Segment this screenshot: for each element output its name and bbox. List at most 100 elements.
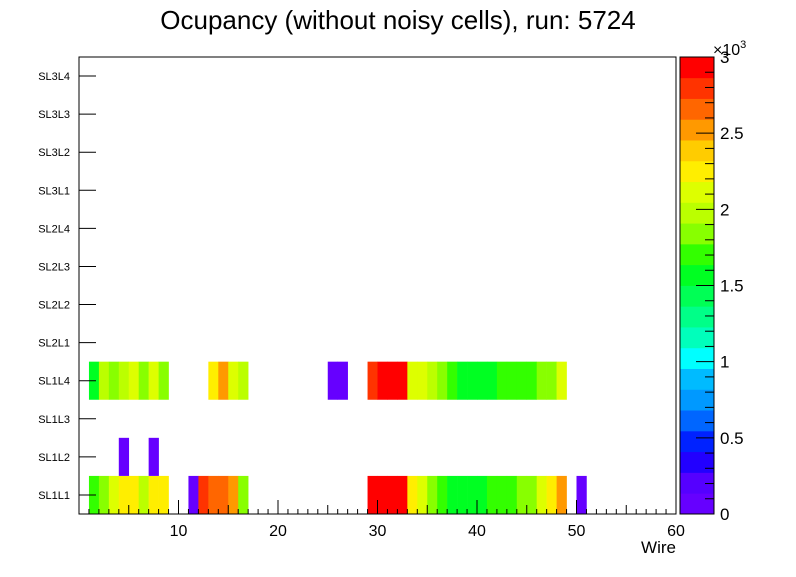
colorbar-tick-label: 1 bbox=[720, 353, 729, 372]
colorbar-segment bbox=[680, 202, 714, 224]
heatmap-cells bbox=[88, 361, 587, 514]
y-tick-label: SL2L4 bbox=[38, 223, 70, 235]
heatmap-cell bbox=[138, 361, 149, 400]
x-axis: 10 20 30 40 50 60 bbox=[78, 500, 685, 540]
colorbar-segment bbox=[680, 285, 714, 307]
colorbar-segment bbox=[680, 140, 714, 162]
heatmap-cell bbox=[238, 361, 249, 400]
colorbar-tick-label: 2.5 bbox=[720, 124, 744, 143]
heatmap-cell bbox=[118, 475, 130, 514]
plot-frame bbox=[78, 56, 677, 515]
heatmap-cell bbox=[148, 361, 159, 400]
heatmap-cell bbox=[377, 475, 388, 514]
colorbar-tick-label: 1.5 bbox=[720, 277, 744, 296]
x-tick-label: 20 bbox=[269, 523, 287, 540]
heatmap-cell bbox=[228, 475, 239, 514]
colorbar-segment bbox=[680, 119, 714, 141]
heatmap-cell bbox=[337, 361, 348, 400]
heatmap-cell bbox=[506, 475, 518, 514]
colorbar-segment bbox=[680, 57, 714, 79]
x-tick-label: 40 bbox=[468, 523, 486, 540]
y-tick-label: SL1L2 bbox=[38, 452, 70, 464]
heatmap-cell bbox=[477, 361, 488, 400]
colorbar-segment bbox=[680, 264, 714, 286]
heatmap-cell bbox=[198, 475, 209, 514]
y-tick-label: SL3L4 bbox=[38, 71, 70, 83]
y-tick-label: SL1L4 bbox=[38, 376, 70, 388]
heatmap-cell bbox=[496, 361, 508, 400]
heatmap-cell bbox=[496, 475, 508, 514]
colorbar-segment bbox=[680, 243, 714, 266]
heatmap-cell bbox=[118, 361, 130, 400]
colorbar-segment bbox=[680, 410, 714, 432]
heatmap-cell bbox=[218, 361, 229, 400]
heatmap-cell bbox=[467, 361, 478, 400]
heatmap-cell bbox=[108, 475, 120, 514]
heatmap-cell bbox=[486, 361, 498, 400]
colorbar-segment bbox=[680, 451, 714, 473]
y-tick-label: SL2L2 bbox=[38, 300, 70, 312]
heatmap-cell bbox=[208, 361, 219, 400]
heatmap-cell bbox=[506, 361, 518, 400]
heatmap-cell bbox=[218, 475, 229, 514]
heatmap-cell bbox=[108, 361, 120, 400]
colorbar-segment bbox=[680, 347, 714, 369]
heatmap-cell bbox=[228, 361, 239, 400]
heatmap-cell bbox=[397, 361, 408, 400]
y-tick-label: SL2L3 bbox=[38, 261, 70, 273]
heatmap-cell bbox=[387, 361, 398, 400]
colorbar-segment bbox=[680, 306, 714, 328]
heatmap-cell bbox=[486, 475, 498, 514]
x-tick-label: 30 bbox=[369, 523, 387, 540]
heatmap-cell bbox=[457, 475, 468, 514]
heatmap-cell bbox=[526, 361, 537, 400]
colorbar-exponent-label: ×103 bbox=[713, 39, 746, 59]
y-tick-label: SL3L2 bbox=[38, 147, 70, 159]
heatmap-cell bbox=[128, 475, 139, 514]
heatmap-cell bbox=[387, 475, 398, 514]
heatmap-cell bbox=[188, 475, 199, 514]
heatmap-cell bbox=[546, 475, 557, 514]
colorbar-segment bbox=[680, 472, 714, 494]
colorbar-exponent-base: ×10 bbox=[713, 42, 740, 59]
heatmap-cell bbox=[447, 361, 458, 400]
x-tick-label: 10 bbox=[170, 523, 188, 540]
colorbar-segment bbox=[680, 493, 714, 515]
colorbar-segment bbox=[680, 181, 714, 203]
heatmap-cell bbox=[367, 361, 378, 400]
plot-border bbox=[78, 56, 677, 515]
heatmap-cell bbox=[98, 475, 110, 514]
colorbar-segment bbox=[680, 77, 714, 99]
colorbar-tick-label: 0 bbox=[720, 505, 729, 524]
colorbar-segment bbox=[680, 368, 714, 390]
colorbar-segment bbox=[680, 98, 714, 120]
heatmap-cell bbox=[556, 361, 567, 400]
y-axis: SL1L1 SL1L2 SL1L3 SL1L4 SL2L1 SL2L2 SL2L3 SL2L4… bbox=[38, 71, 96, 502]
heatmap-cell bbox=[457, 361, 468, 400]
heatmap-cell bbox=[417, 361, 428, 400]
heatmap-cell bbox=[427, 361, 438, 400]
colorbar-tick-label: 3 bbox=[720, 48, 729, 67]
y-tick-label: SL2L1 bbox=[38, 338, 70, 350]
heatmap-cell bbox=[377, 361, 388, 400]
chart-title: Ocupancy (without noisy cells), run: 572… bbox=[160, 5, 635, 35]
heatmap-cell bbox=[576, 475, 587, 514]
colorbar-segment bbox=[680, 389, 714, 411]
heatmap-cell bbox=[238, 475, 249, 514]
heatmap-cell bbox=[526, 475, 537, 514]
heatmap-cell bbox=[467, 475, 478, 514]
y-tick-label: SL1L1 bbox=[38, 490, 70, 502]
colorbar-segment bbox=[680, 223, 714, 245]
y-tick-label: SL3L1 bbox=[38, 185, 70, 197]
colorbar-exponent-power: 3 bbox=[740, 39, 746, 51]
colorbar-tick-label: 2 bbox=[720, 200, 729, 219]
heatmap-cell bbox=[477, 475, 488, 514]
heatmap-cell bbox=[158, 475, 169, 514]
heatmap-cell bbox=[128, 361, 139, 400]
heatmap-cell bbox=[417, 475, 428, 514]
heatmap-cell bbox=[397, 475, 408, 514]
color-scale-bar: 0 0.5 1 1.5 2 2.5 3 bbox=[679, 48, 744, 524]
colorbar-segment bbox=[680, 430, 714, 453]
